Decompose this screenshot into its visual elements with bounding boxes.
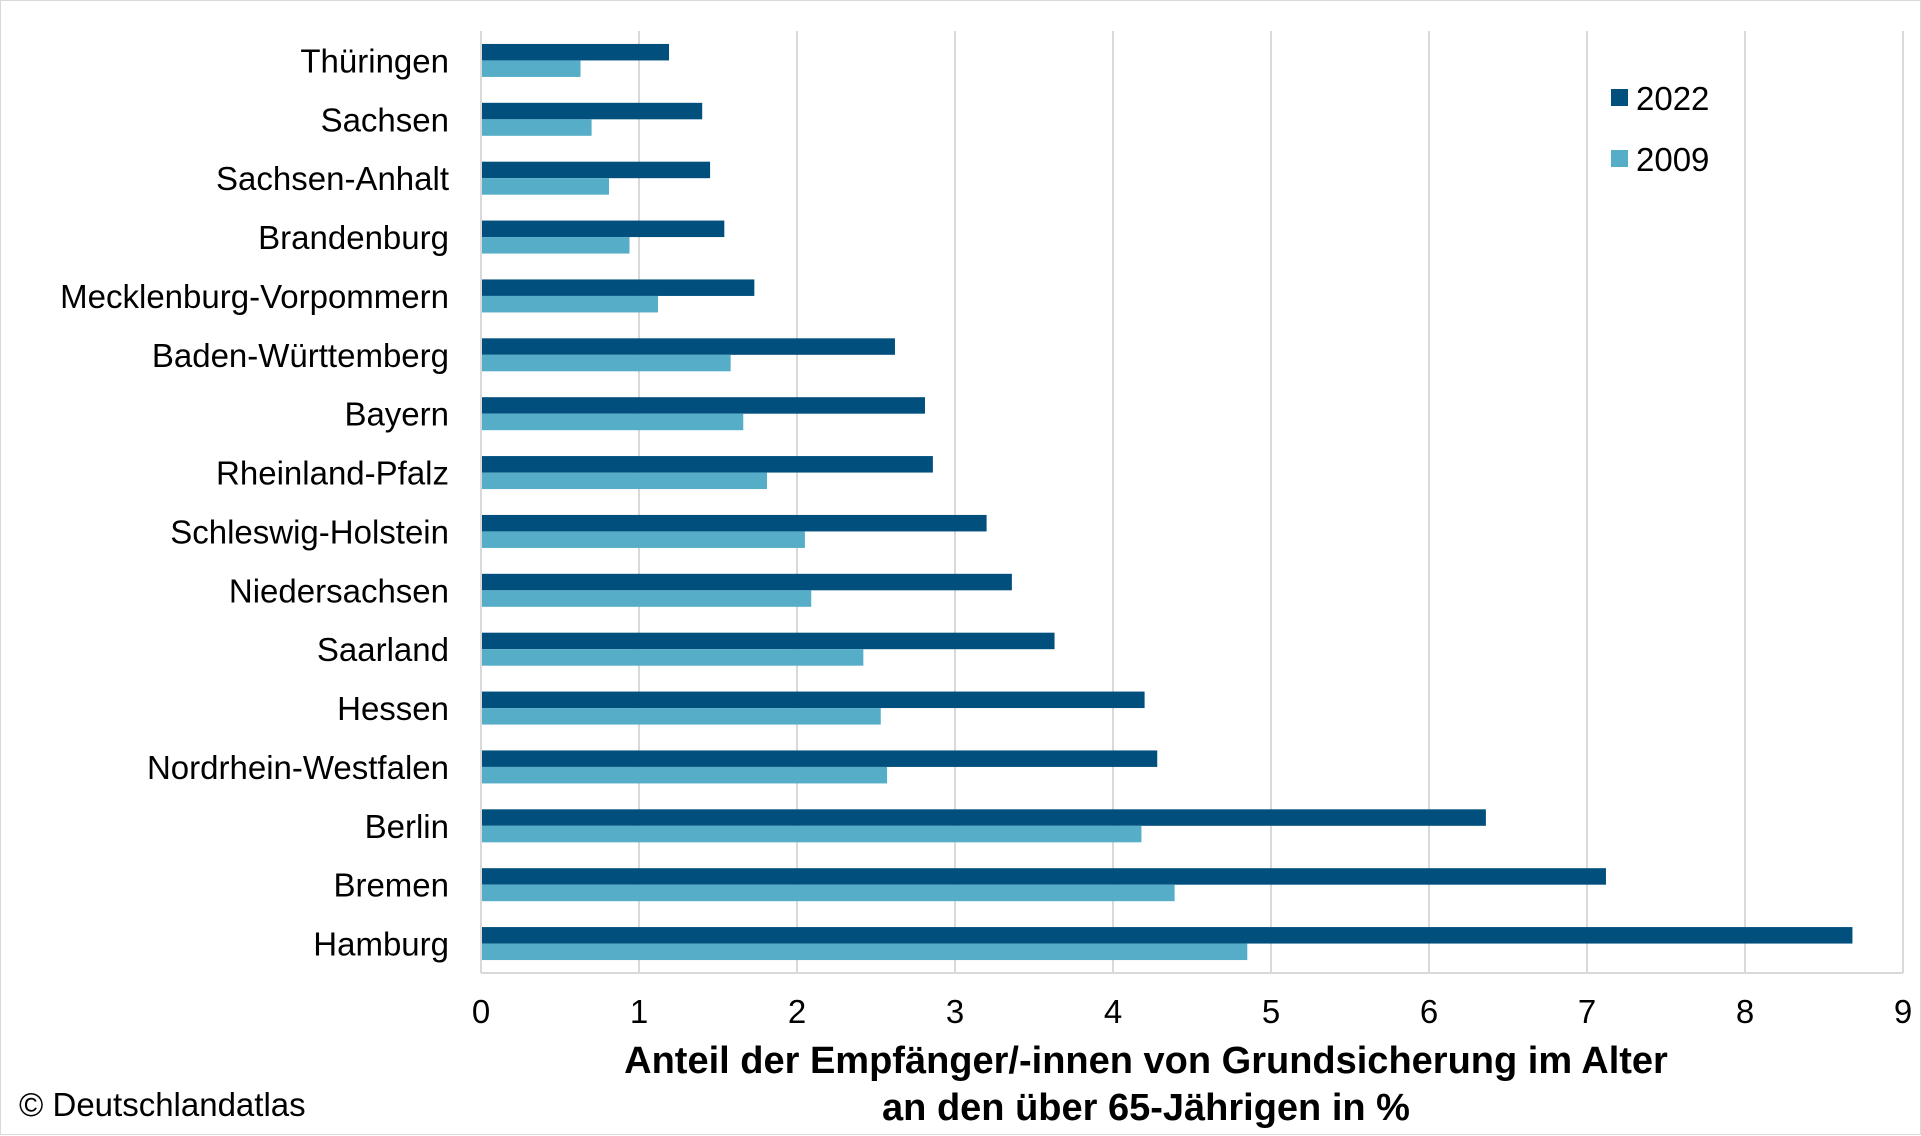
- bar-2009: [482, 354, 731, 372]
- bar-2022: [482, 397, 925, 414]
- category-label: Thüringen: [300, 42, 449, 79]
- bar-2022: [482, 43, 670, 61]
- bar-2009: [482, 119, 592, 136]
- bar-2009: [482, 649, 864, 666]
- bar-2022: [482, 632, 1055, 650]
- category-label: Saarland: [317, 631, 449, 668]
- legend-swatch-2022: [1611, 89, 1628, 106]
- category-label: Bremen: [333, 867, 449, 904]
- x-tick-label: 5: [1262, 993, 1280, 1030]
- bar-2009: [482, 531, 805, 548]
- x-tick-label: 4: [1104, 993, 1122, 1030]
- x-tick-label: 0: [472, 993, 490, 1030]
- x-tick-label: 1: [630, 993, 648, 1030]
- bar-2022: [482, 573, 1012, 591]
- bar-2022: [482, 809, 1486, 826]
- bar-2022: [482, 279, 755, 296]
- bar-2009: [482, 413, 744, 431]
- x-tick-label: 2: [788, 993, 806, 1030]
- bar-2009: [482, 884, 1175, 902]
- bar-2022: [482, 102, 703, 120]
- category-label: Berlin: [365, 808, 449, 845]
- x-tick-label: 9: [1894, 993, 1912, 1030]
- category-label: Baden-Württemberg: [152, 337, 449, 374]
- bar-2009: [482, 708, 881, 725]
- category-label: Mecklenburg-Vorpommern: [60, 278, 449, 315]
- category-label: Nordrhein-Westfalen: [147, 749, 449, 786]
- category-label: Brandenburg: [258, 219, 449, 256]
- bar-2022: [482, 456, 933, 473]
- bar-2022: [482, 868, 1606, 885]
- x-tick-label: 7: [1578, 993, 1596, 1030]
- category-label: Schleswig-Holstein: [170, 513, 449, 550]
- bar-2022: [482, 750, 1158, 767]
- x-tick-label: 6: [1420, 993, 1438, 1030]
- bar-2009: [482, 237, 630, 254]
- x-tick-label: 8: [1736, 993, 1754, 1030]
- bar-2022: [482, 338, 895, 355]
- bar-2022: [482, 514, 987, 532]
- category-label: Sachsen: [321, 101, 449, 138]
- category-label: Hessen: [337, 690, 449, 727]
- category-label: Hamburg: [313, 926, 449, 963]
- bar-2009: [482, 590, 812, 607]
- bar-2022: [482, 220, 725, 238]
- category-label: Niedersachsen: [229, 572, 449, 609]
- bar-2009: [482, 60, 581, 77]
- legend-label-2022: 2022: [1636, 80, 1709, 117]
- legend-label-2009: 2009: [1636, 141, 1709, 178]
- category-label: Rheinland-Pfalz: [216, 455, 449, 492]
- bar-2022: [482, 691, 1145, 709]
- bar-2009: [482, 295, 658, 313]
- category-label: Sachsen-Anhalt: [216, 160, 449, 197]
- bar-2022: [482, 161, 711, 179]
- bar-2009: [482, 472, 767, 490]
- x-tick-label: 3: [946, 993, 964, 1030]
- legend-swatch-2009: [1611, 150, 1628, 167]
- bar-2009: [482, 943, 1248, 961]
- copyright-note: © Deutschlandatlas: [19, 1086, 306, 1123]
- bar-2009: [482, 766, 888, 784]
- category-label: Bayern: [344, 396, 449, 433]
- bar-2022: [482, 927, 1853, 944]
- bar-2009: [482, 825, 1142, 843]
- bar-2009: [482, 178, 609, 195]
